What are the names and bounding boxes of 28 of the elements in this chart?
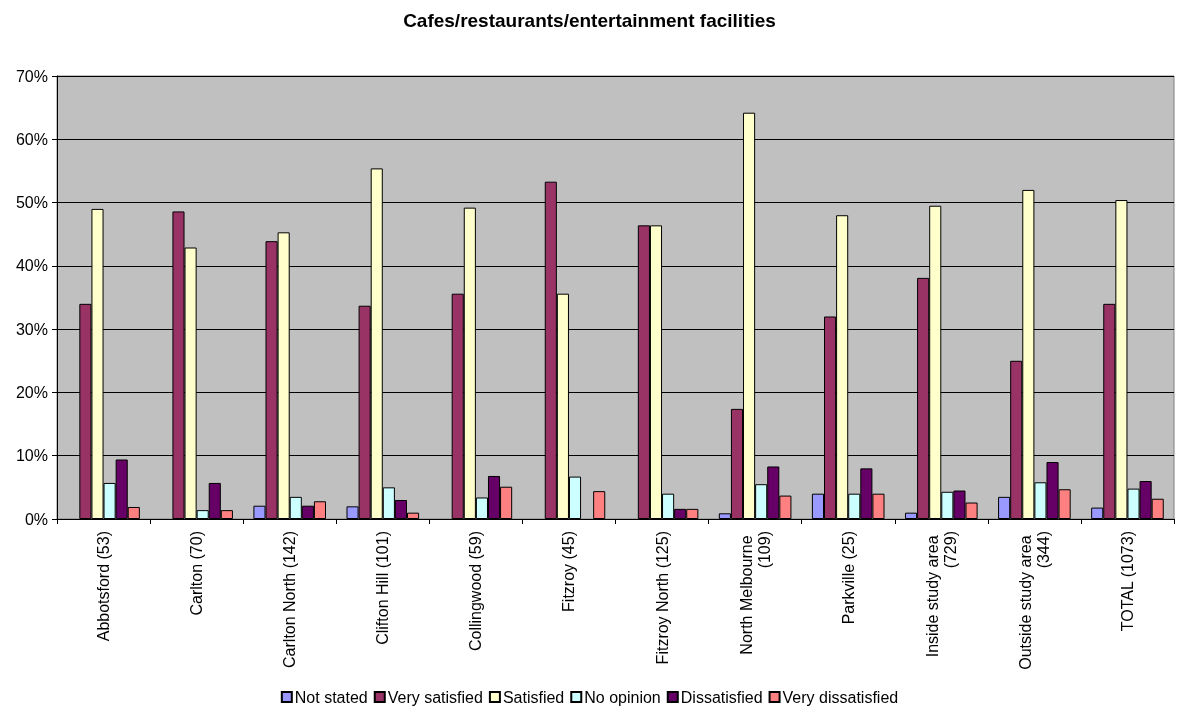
y-tick-label: 10% [15, 447, 48, 465]
bar [593, 491, 606, 519]
y-tick-label: 50% [15, 194, 48, 212]
legend-label: No opinion [584, 688, 661, 706]
x-tick-label: Fitzroy (45) [560, 531, 578, 612]
x-tick-label: Abbotsford (53) [95, 531, 113, 642]
x-tick-label: TOTAL (1073) [1118, 531, 1136, 632]
y-tick-label: 0% [24, 510, 48, 528]
x-tick-label: Outside study area (344) [1016, 531, 1052, 670]
x-tick-label: Inside study area (729) [923, 531, 959, 658]
x-tick-label: Collingwood (59) [467, 531, 485, 652]
y-tick-label: 30% [15, 320, 48, 338]
y-tick-label: 40% [15, 257, 48, 275]
x-tick-label: North Melbourne (109) [737, 531, 773, 655]
legend-label: Not stated [294, 688, 368, 706]
y-tick-label: 70% [15, 67, 48, 85]
chart-title: Cafes/restaurants/entertainment facilities [403, 10, 776, 31]
x-tick-label: Fitzroy North (125) [653, 531, 671, 665]
legend-label: Dissatisfied [680, 688, 763, 706]
legend-label: Very dissatisfied [782, 688, 899, 706]
legend-label: Satisfied [502, 688, 565, 706]
y-tick-label: 60% [15, 130, 48, 148]
x-tick-label: Parkville (25) [839, 531, 857, 625]
x-tick-label: Clifton Hill (101) [374, 531, 392, 645]
x-tick-label: Carlton North (142) [281, 531, 299, 668]
legend-label: Very satisfied [387, 688, 483, 706]
y-tick-label: 20% [15, 383, 48, 401]
x-tick-label: Carlton (70) [188, 531, 206, 616]
